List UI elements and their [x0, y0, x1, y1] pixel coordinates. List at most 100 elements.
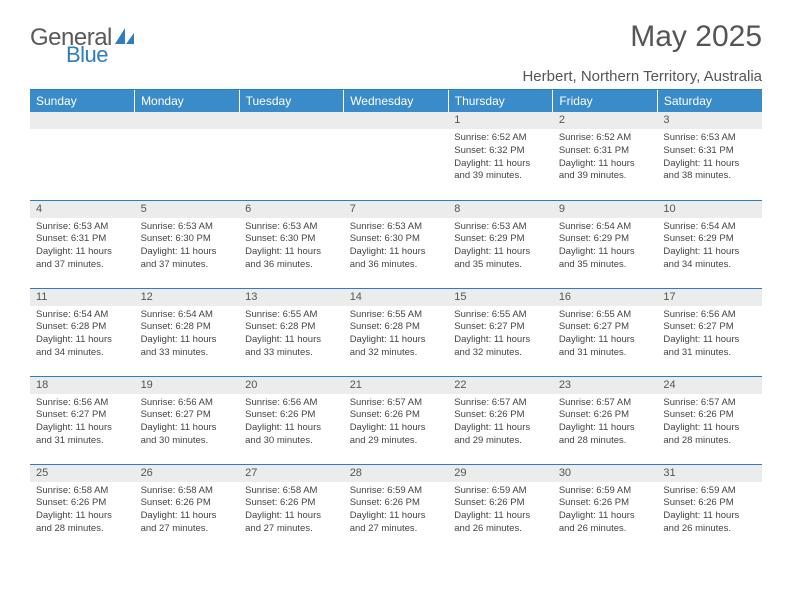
daylight-line: Daylight: 11 hours and 36 minutes. — [350, 246, 443, 272]
day-details: Sunrise: 6:52 AMSunset: 6:31 PMDaylight:… — [553, 129, 658, 185]
day-number: 3 — [657, 112, 762, 129]
calendar-day-cell — [344, 112, 449, 200]
sunrise-line: Sunrise: 6:55 AM — [454, 309, 547, 322]
sunrise-line: Sunrise: 6:53 AM — [245, 221, 338, 234]
day-details: Sunrise: 6:55 AMSunset: 6:27 PMDaylight:… — [553, 306, 658, 362]
calendar-day-cell: 27Sunrise: 6:58 AMSunset: 6:26 PMDayligh… — [239, 464, 344, 552]
day-header: Sunday — [30, 90, 135, 112]
sunrise-line: Sunrise: 6:57 AM — [350, 397, 443, 410]
sunrise-line: Sunrise: 6:54 AM — [141, 309, 234, 322]
sunset-line: Sunset: 6:28 PM — [350, 321, 443, 334]
calendar-day-cell: 12Sunrise: 6:54 AMSunset: 6:28 PMDayligh… — [135, 288, 240, 376]
sunset-line: Sunset: 6:27 PM — [36, 409, 129, 422]
calendar-day-cell: 8Sunrise: 6:53 AMSunset: 6:29 PMDaylight… — [448, 200, 553, 288]
calendar-day-cell: 2Sunrise: 6:52 AMSunset: 6:31 PMDaylight… — [553, 112, 658, 200]
day-number: 28 — [344, 465, 449, 482]
calendar-day-cell: 1Sunrise: 6:52 AMSunset: 6:32 PMDaylight… — [448, 112, 553, 200]
day-number — [135, 112, 240, 129]
day-details: Sunrise: 6:58 AMSunset: 6:26 PMDaylight:… — [135, 482, 240, 538]
sunset-line: Sunset: 6:29 PM — [559, 233, 652, 246]
calendar-day-cell: 30Sunrise: 6:59 AMSunset: 6:26 PMDayligh… — [553, 464, 658, 552]
sunrise-line: Sunrise: 6:53 AM — [350, 221, 443, 234]
calendar-day-cell: 25Sunrise: 6:58 AMSunset: 6:26 PMDayligh… — [30, 464, 135, 552]
daylight-line: Daylight: 11 hours and 34 minutes. — [663, 246, 756, 272]
day-details — [344, 129, 449, 134]
sunset-line: Sunset: 6:32 PM — [454, 145, 547, 158]
calendar-day-cell: 23Sunrise: 6:57 AMSunset: 6:26 PMDayligh… — [553, 376, 658, 464]
sunrise-line: Sunrise: 6:58 AM — [141, 485, 234, 498]
sunset-line: Sunset: 6:26 PM — [454, 409, 547, 422]
sunset-line: Sunset: 6:31 PM — [559, 145, 652, 158]
calendar-day-cell — [239, 112, 344, 200]
daylight-line: Daylight: 11 hours and 35 minutes. — [559, 246, 652, 272]
daylight-line: Daylight: 11 hours and 27 minutes. — [245, 510, 338, 536]
sunrise-line: Sunrise: 6:59 AM — [350, 485, 443, 498]
day-details: Sunrise: 6:54 AMSunset: 6:29 PMDaylight:… — [553, 218, 658, 274]
daylight-line: Daylight: 11 hours and 30 minutes. — [245, 422, 338, 448]
day-number: 17 — [657, 289, 762, 306]
calendar-day-cell: 31Sunrise: 6:59 AMSunset: 6:26 PMDayligh… — [657, 464, 762, 552]
day-details: Sunrise: 6:57 AMSunset: 6:26 PMDaylight:… — [553, 394, 658, 450]
day-details: Sunrise: 6:55 AMSunset: 6:27 PMDaylight:… — [448, 306, 553, 362]
day-details: Sunrise: 6:55 AMSunset: 6:28 PMDaylight:… — [239, 306, 344, 362]
day-number: 8 — [448, 201, 553, 218]
day-number: 22 — [448, 377, 553, 394]
day-details: Sunrise: 6:55 AMSunset: 6:28 PMDaylight:… — [344, 306, 449, 362]
sunset-line: Sunset: 6:26 PM — [245, 497, 338, 510]
sunset-line: Sunset: 6:26 PM — [141, 497, 234, 510]
day-details: Sunrise: 6:54 AMSunset: 6:29 PMDaylight:… — [657, 218, 762, 274]
calendar-day-cell — [30, 112, 135, 200]
day-number: 23 — [553, 377, 658, 394]
day-header: Monday — [135, 90, 240, 112]
sunset-line: Sunset: 6:30 PM — [245, 233, 338, 246]
sunrise-line: Sunrise: 6:56 AM — [663, 309, 756, 322]
sunrise-line: Sunrise: 6:55 AM — [350, 309, 443, 322]
sunset-line: Sunset: 6:30 PM — [141, 233, 234, 246]
sunrise-line: Sunrise: 6:55 AM — [245, 309, 338, 322]
daylight-line: Daylight: 11 hours and 33 minutes. — [141, 334, 234, 360]
sunrise-line: Sunrise: 6:58 AM — [36, 485, 129, 498]
day-number: 5 — [135, 201, 240, 218]
sunset-line: Sunset: 6:26 PM — [350, 497, 443, 510]
day-details — [30, 129, 135, 134]
day-number: 25 — [30, 465, 135, 482]
daylight-line: Daylight: 11 hours and 36 minutes. — [245, 246, 338, 272]
daylight-line: Daylight: 11 hours and 27 minutes. — [141, 510, 234, 536]
calendar-body: 1Sunrise: 6:52 AMSunset: 6:32 PMDaylight… — [30, 112, 762, 552]
day-details: Sunrise: 6:57 AMSunset: 6:26 PMDaylight:… — [448, 394, 553, 450]
sunset-line: Sunset: 6:29 PM — [663, 233, 756, 246]
sunrise-line: Sunrise: 6:56 AM — [141, 397, 234, 410]
sunrise-line: Sunrise: 6:54 AM — [663, 221, 756, 234]
daylight-line: Daylight: 11 hours and 27 minutes. — [350, 510, 443, 536]
daylight-line: Daylight: 11 hours and 29 minutes. — [454, 422, 547, 448]
daylight-line: Daylight: 11 hours and 33 minutes. — [245, 334, 338, 360]
sunrise-line: Sunrise: 6:52 AM — [559, 132, 652, 145]
day-number: 16 — [553, 289, 658, 306]
day-details: Sunrise: 6:56 AMSunset: 6:26 PMDaylight:… — [239, 394, 344, 450]
sunrise-line: Sunrise: 6:53 AM — [663, 132, 756, 145]
calendar-table: Sunday Monday Tuesday Wednesday Thursday… — [30, 90, 762, 552]
day-details: Sunrise: 6:53 AMSunset: 6:31 PMDaylight:… — [30, 218, 135, 274]
day-number: 18 — [30, 377, 135, 394]
calendar-day-cell: 22Sunrise: 6:57 AMSunset: 6:26 PMDayligh… — [448, 376, 553, 464]
daylight-line: Daylight: 11 hours and 31 minutes. — [36, 422, 129, 448]
day-details: Sunrise: 6:59 AMSunset: 6:26 PMDaylight:… — [448, 482, 553, 538]
calendar-day-cell: 20Sunrise: 6:56 AMSunset: 6:26 PMDayligh… — [239, 376, 344, 464]
header: General May 2025 — [30, 20, 762, 56]
sunrise-line: Sunrise: 6:54 AM — [36, 309, 129, 322]
sunrise-line: Sunrise: 6:56 AM — [245, 397, 338, 410]
sunrise-line: Sunrise: 6:53 AM — [141, 221, 234, 234]
day-details: Sunrise: 6:53 AMSunset: 6:30 PMDaylight:… — [239, 218, 344, 274]
day-header: Wednesday — [344, 90, 449, 112]
day-number: 12 — [135, 289, 240, 306]
sunset-line: Sunset: 6:26 PM — [245, 409, 338, 422]
day-details: Sunrise: 6:53 AMSunset: 6:30 PMDaylight:… — [135, 218, 240, 274]
sunrise-line: Sunrise: 6:54 AM — [559, 221, 652, 234]
calendar-day-cell: 26Sunrise: 6:58 AMSunset: 6:26 PMDayligh… — [135, 464, 240, 552]
day-number: 15 — [448, 289, 553, 306]
day-details — [239, 129, 344, 134]
day-number: 6 — [239, 201, 344, 218]
sunset-line: Sunset: 6:26 PM — [663, 497, 756, 510]
daylight-line: Daylight: 11 hours and 37 minutes. — [36, 246, 129, 272]
day-header: Thursday — [448, 90, 553, 112]
